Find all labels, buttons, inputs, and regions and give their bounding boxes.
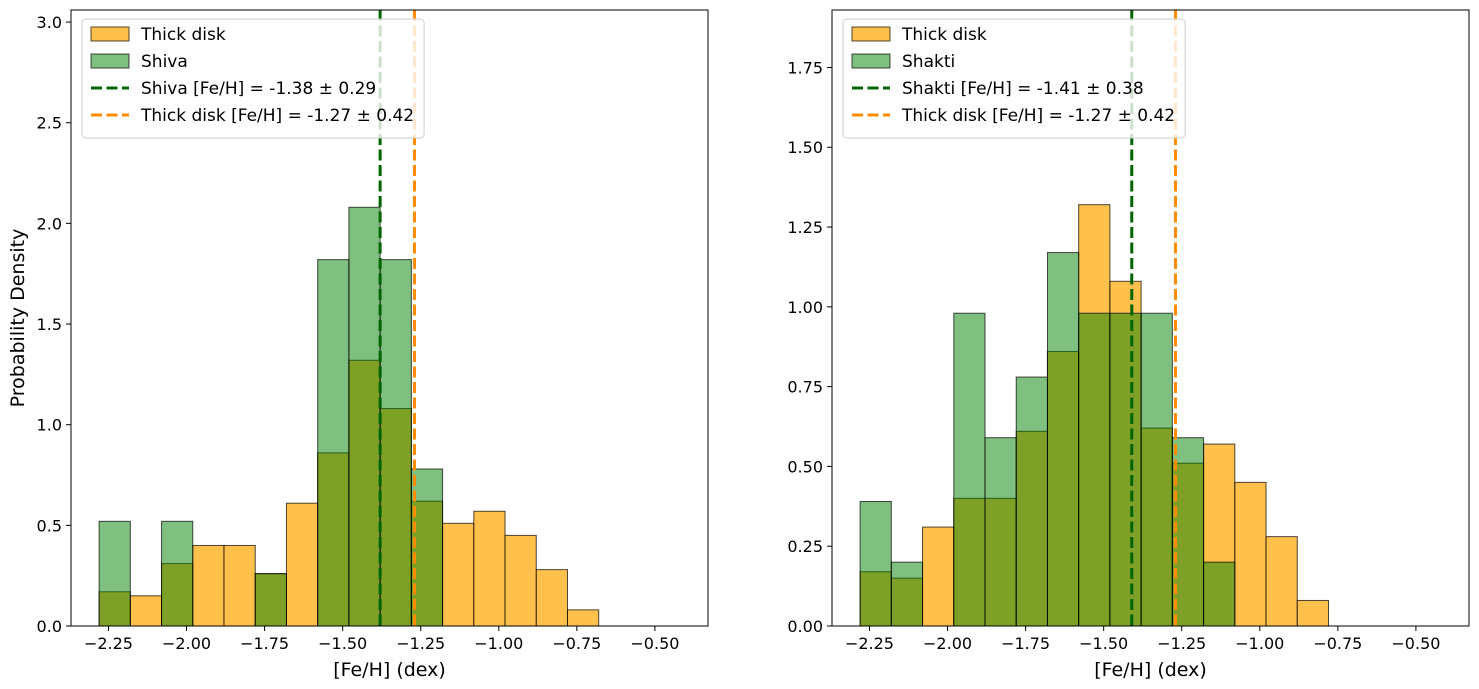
x-axis-label: [Fe/H] (dex) xyxy=(333,659,446,681)
x-tick-label: −2.25 xyxy=(845,634,894,653)
right-plot-area xyxy=(859,10,1329,626)
left-legend: Thick disk Shiva Shiva [Fe/H] = -1.38 ± 0.… xyxy=(81,18,425,139)
histogram-bar xyxy=(504,534,537,626)
histogram-bar xyxy=(1296,599,1329,626)
x-tick-label: −1.75 xyxy=(240,634,289,653)
legend-box xyxy=(842,18,1186,139)
histogram-bar xyxy=(473,510,506,626)
x-tick-label: −0.75 xyxy=(552,634,601,653)
legend-box xyxy=(81,18,425,139)
histogram-bar xyxy=(566,609,600,626)
x-tick-label: −1.25 xyxy=(1157,634,1206,653)
x-tick-label: −1.75 xyxy=(1001,634,1050,653)
y-tick-label: 0.00 xyxy=(787,617,823,636)
right-axes-frame xyxy=(831,9,1470,627)
legend-label: Shiva [Fe/H] = -1.38 ± 0.29 xyxy=(141,79,376,99)
histogram-bar xyxy=(161,520,194,626)
x-tick-label: −2.00 xyxy=(923,634,972,653)
histogram-bar xyxy=(922,526,955,626)
histogram-bar xyxy=(129,595,163,626)
y-tick-label: 1.75 xyxy=(787,58,823,77)
legend-label: Thick disk [Fe/H] = -1.27 ± 0.42 xyxy=(140,106,414,126)
histogram-bar xyxy=(379,259,412,626)
legend-swatch xyxy=(851,26,891,42)
legend-label: Thick disk [Fe/H] = -1.27 ± 0.42 xyxy=(901,106,1175,126)
legend-label: Shakti [Fe/H] = -1.41 ± 0.38 xyxy=(902,79,1144,99)
x-tick-label: −1.00 xyxy=(474,634,523,653)
histogram-bar xyxy=(223,544,256,626)
histogram-bar xyxy=(192,544,225,626)
x-tick-label: −0.50 xyxy=(1391,634,1440,653)
histogram-bar xyxy=(442,522,475,626)
y-tick-label: 1.0 xyxy=(37,416,62,435)
y-tick-label: 1.00 xyxy=(787,298,823,317)
right-histogram-panel: −2.25 −2.00 −1.75 −1.50 −1.25 −1.00 −0.75 −0.50… xyxy=(787,9,1470,681)
histogram-bar xyxy=(953,312,986,626)
x-tick-label: −2.25 xyxy=(84,634,133,653)
histogram-bar xyxy=(1203,561,1236,626)
x-tick-label: −1.00 xyxy=(1235,634,1284,653)
x-axis-label: [Fe/H] (dex) xyxy=(1094,659,1207,681)
y-tick-label: 0.5 xyxy=(37,516,62,535)
histogram-bar xyxy=(1234,481,1267,626)
histogram-bar xyxy=(1140,312,1173,626)
y-tick-label: 2.5 xyxy=(37,114,62,133)
legend-swatch xyxy=(90,53,130,69)
histogram-bar xyxy=(1265,536,1298,626)
legend-label: Thick disk xyxy=(901,25,987,45)
legend-swatch xyxy=(851,53,891,69)
right-legend: Thick disk Shakti Shakti [Fe/H] = -1.41 ± … xyxy=(842,18,1186,139)
y-tick-label: 0.75 xyxy=(787,378,823,397)
histogram-bar xyxy=(890,561,924,626)
histogram-bar xyxy=(984,437,1017,626)
histogram-bar xyxy=(1171,437,1205,626)
legend-swatch xyxy=(90,26,130,42)
histogram-bar xyxy=(1109,312,1142,626)
x-tick-label: −0.50 xyxy=(630,634,679,653)
histogram-bar xyxy=(859,501,892,626)
histogram-bar xyxy=(348,206,381,626)
histogram-bar xyxy=(1078,312,1111,626)
histogram-bar xyxy=(98,520,131,626)
histogram-bar xyxy=(285,502,319,626)
left-series-shiva xyxy=(98,206,444,626)
histogram-bar xyxy=(410,468,444,626)
histogram-bar xyxy=(535,569,568,626)
right-series-shakti xyxy=(859,252,1236,626)
y-tick-label: 3.0 xyxy=(37,13,62,32)
x-tick-label: −2.00 xyxy=(162,634,211,653)
left-axes-frame xyxy=(70,9,709,627)
y-axis-label: Probability Density xyxy=(7,229,29,408)
x-tick-label: −1.50 xyxy=(318,634,367,653)
y-tick-label: 1.5 xyxy=(37,315,62,334)
histogram-bar xyxy=(317,259,350,626)
legend-label: Shakti xyxy=(902,52,955,72)
y-tick-label: 1.50 xyxy=(787,138,823,157)
left-plot-area xyxy=(98,10,600,626)
y-tick-label: 0.25 xyxy=(787,537,823,556)
legend-label: Thick disk xyxy=(140,25,226,45)
legend-label: Shiva xyxy=(141,52,188,72)
y-tick-label: 0.50 xyxy=(787,457,823,476)
x-tick-label: −1.50 xyxy=(1079,634,1128,653)
histogram-bar xyxy=(1046,252,1080,626)
left-histogram-panel: −2.25 −2.00 −1.75 −1.50 −1.25 −1.00 −0.75 −0.50… xyxy=(7,9,709,681)
y-tick-label: 0.0 xyxy=(37,617,62,636)
y-tick-label: 1.25 xyxy=(787,218,823,237)
x-tick-label: −0.75 xyxy=(1313,634,1362,653)
histogram-bar xyxy=(254,573,287,626)
x-tick-label: −1.25 xyxy=(396,634,445,653)
y-tick-label: 2.0 xyxy=(37,214,62,233)
histogram-bar xyxy=(1015,376,1048,626)
